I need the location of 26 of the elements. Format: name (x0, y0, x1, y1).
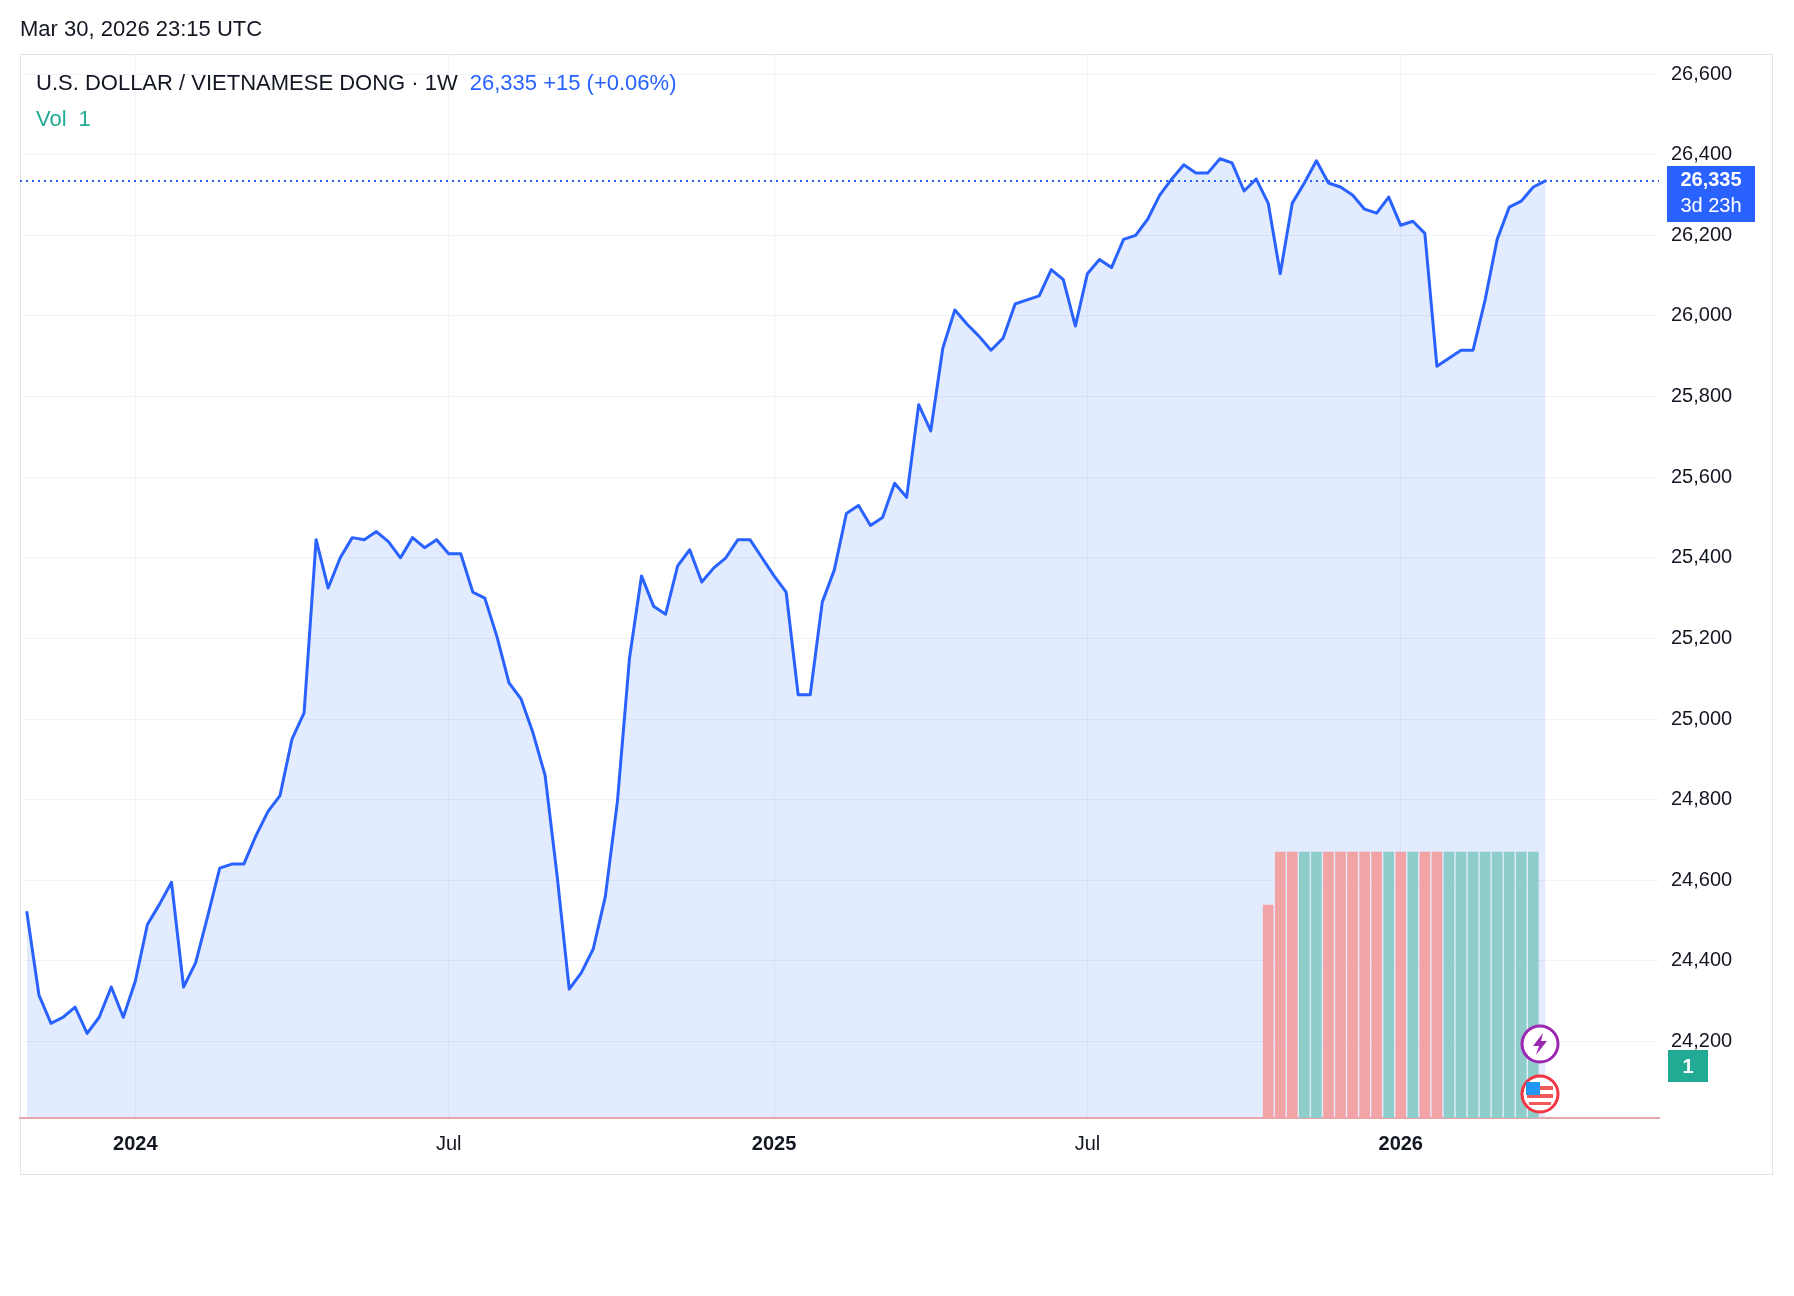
x-tick-label: 2026 (1378, 1131, 1423, 1154)
y-tick-label: 25,800 (1671, 384, 1733, 407)
y-tick-label: 26,000 (1671, 303, 1733, 326)
y-tick-label: 26,200 (1671, 222, 1733, 245)
x-tick-label: 2025 (751, 1131, 797, 1154)
y-tick-label: 25,000 (1671, 706, 1733, 729)
text: U.S. DOLLAR / VIETNAMESE DONG · 1W (36, 70, 458, 95)
y-tick-label: 25,600 (1671, 464, 1733, 487)
ref-line-label: 26,335 (1680, 168, 1742, 191)
x-tick-label: Jul (1074, 1131, 1101, 1154)
y-tick-label: 26,400 (1671, 142, 1733, 165)
text: 1 (1668, 1050, 1708, 1082)
text: 3d 23h (1680, 194, 1742, 217)
y-tick-label: 25,200 (1671, 625, 1733, 648)
x-tick-label: 2024 (113, 1131, 159, 1154)
y-tick-label: 25,400 (1671, 545, 1733, 568)
text: 1 (78, 106, 91, 131)
y-tick-label: 24,400 (1671, 948, 1733, 971)
x-tick-label: Jul (435, 1131, 462, 1154)
y-tick-label: 24,600 (1671, 867, 1733, 890)
y-tick-label: 26,600 (1671, 61, 1733, 84)
y-tick-label: 24,200 (1671, 1028, 1733, 1051)
y-tick-label: 24,800 (1671, 787, 1733, 810)
text: Mar 30, 2026 23:15 UTC (20, 16, 263, 42)
text: Vol (36, 106, 67, 131)
text: 26,335 +15 (+0.06%) (469, 70, 677, 95)
